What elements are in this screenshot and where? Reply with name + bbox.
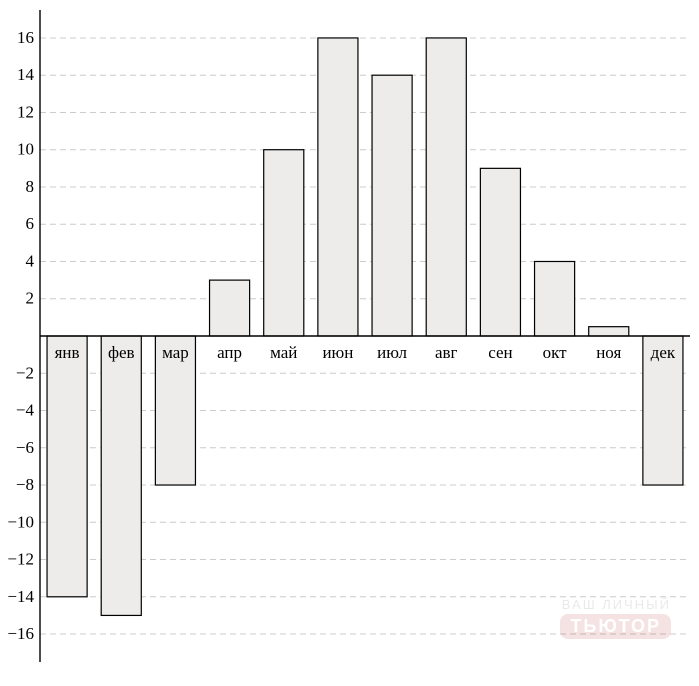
x-category-label: дек xyxy=(651,343,676,362)
x-category-label: апр xyxy=(217,343,242,362)
bar xyxy=(210,280,250,336)
x-category-label: сен xyxy=(488,343,512,362)
y-tick-label: −6 xyxy=(16,438,34,457)
x-category-label: янв xyxy=(55,343,80,362)
y-tick-label: −10 xyxy=(7,512,34,531)
x-category-label: июл xyxy=(377,343,407,362)
y-tick-label: −14 xyxy=(7,587,34,606)
x-category-label: ноя xyxy=(596,343,621,362)
bar xyxy=(480,168,520,336)
x-category-label: фев xyxy=(108,343,135,362)
y-tick-label: 2 xyxy=(26,289,35,308)
y-tick-label: −16 xyxy=(7,624,34,643)
y-tick-label: 10 xyxy=(17,140,34,159)
y-tick-label: 14 xyxy=(17,65,35,84)
bar xyxy=(372,75,412,336)
bar xyxy=(535,261,575,336)
x-category-label: авг xyxy=(435,343,458,362)
bar-chart: −16 −14 −12 −10 −8 −6 −4 −2 2 4 6 8 10 12 14 16 янв фев ма… xyxy=(0,0,699,681)
y-tick-label: 16 xyxy=(17,28,34,47)
y-tick-label: 8 xyxy=(26,177,35,196)
y-tick-label: −8 xyxy=(16,475,34,494)
bar xyxy=(47,336,87,597)
x-category-label: май xyxy=(270,343,297,362)
y-tick-label: −4 xyxy=(16,401,35,420)
y-tick-label: −12 xyxy=(7,550,34,569)
bar xyxy=(264,150,304,336)
bar xyxy=(101,336,141,615)
x-category-label: июн xyxy=(322,343,353,362)
y-tick-label: −2 xyxy=(16,363,34,382)
x-category-label: окт xyxy=(543,343,568,362)
y-tick-label: 4 xyxy=(26,251,35,270)
bar xyxy=(426,38,466,336)
y-tick-label: 12 xyxy=(17,102,34,121)
chart-container: −16 −14 −12 −10 −8 −6 −4 −2 2 4 6 8 10 12 14 16 янв фев ма… xyxy=(0,0,699,681)
bar xyxy=(589,327,629,336)
y-tick-label: 6 xyxy=(26,214,35,233)
x-category-label: мар xyxy=(162,343,189,362)
bar xyxy=(318,38,358,336)
